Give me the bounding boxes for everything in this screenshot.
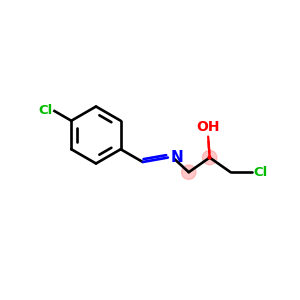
Text: Cl: Cl <box>253 166 267 179</box>
Text: N: N <box>170 150 183 165</box>
Text: OH: OH <box>196 120 220 134</box>
Circle shape <box>182 165 196 179</box>
Circle shape <box>202 150 217 165</box>
Text: Cl: Cl <box>39 104 53 118</box>
